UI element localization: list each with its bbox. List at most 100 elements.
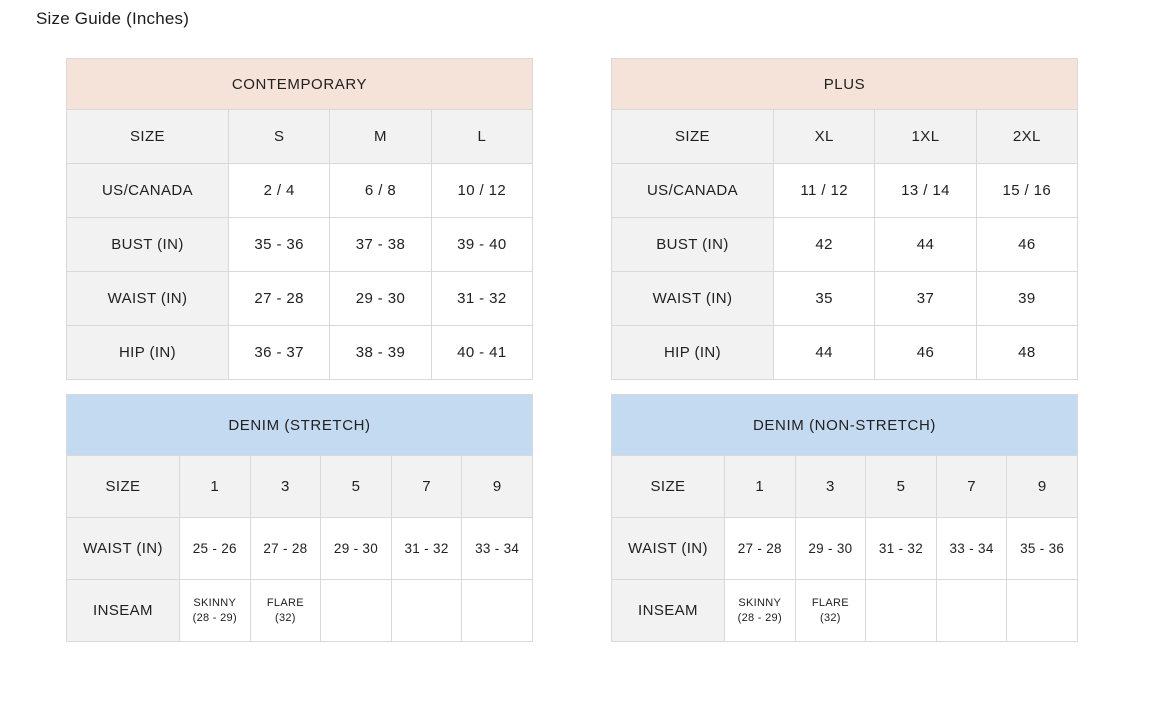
- table-row: HIP (IN) 44 46 48: [611, 325, 1079, 380]
- column-header-row: SIZE XL 1XL 2XL: [611, 109, 1079, 164]
- row-label: BUST (IN): [66, 217, 229, 272]
- size-value: 6 / 8: [329, 163, 432, 218]
- plus-table: PLUS SIZE XL 1XL 2XL US/CANADA 11 / 12 1…: [611, 58, 1079, 380]
- size-value: 44: [874, 217, 977, 272]
- page-title: Size Guide (Inches): [36, 9, 190, 28]
- size-value: 46: [874, 325, 977, 380]
- column-header: 5: [320, 455, 392, 518]
- column-header: 3: [249, 455, 322, 518]
- size-value: 11 / 12: [772, 163, 876, 218]
- table-row: WAIST (IN) 35 37 39: [611, 271, 1079, 326]
- row-label: WAIST (IN): [611, 271, 774, 326]
- size-value: 27 - 28: [249, 517, 322, 580]
- table-title: PLUS: [611, 58, 1078, 110]
- size-value: 13 / 14: [874, 163, 977, 218]
- column-header: SIZE: [611, 455, 725, 518]
- size-value: SKINNY (28 - 29): [724, 579, 796, 642]
- size-value: 27 - 28: [227, 271, 331, 326]
- size-value: 42: [772, 217, 876, 272]
- row-label: US/CANADA: [611, 163, 774, 218]
- row-label: INSEAM: [66, 579, 180, 642]
- column-header: 2XL: [975, 109, 1079, 164]
- size-tables-grid: CONTEMPORARY SIZE S M L US/CANADA 2 / 4 …: [66, 58, 1079, 642]
- size-value: 33 - 34: [461, 517, 533, 580]
- size-value: [390, 579, 463, 642]
- denim-stretch-table: DENIM (STRETCH) SIZE 1 3 5 7 9 WAIST (IN…: [66, 394, 533, 642]
- size-value: 29 - 30: [794, 517, 867, 580]
- column-header: 9: [461, 455, 533, 518]
- table-row: WAIST (IN) 27 - 28 29 - 30 31 - 32 33 - …: [611, 517, 1078, 580]
- table-title-row: DENIM (STRETCH): [66, 394, 533, 456]
- column-header-row: SIZE 1 3 5 7 9: [66, 455, 533, 518]
- size-value: [320, 579, 392, 642]
- size-value: 39 - 40: [430, 217, 534, 272]
- row-label: BUST (IN): [611, 217, 774, 272]
- column-header: S: [227, 109, 331, 164]
- column-header: 1: [179, 455, 251, 518]
- table-row: WAIST (IN) 25 - 26 27 - 28 29 - 30 31 - …: [66, 517, 533, 580]
- denim-nonstretch-table: DENIM (NON-STRETCH) SIZE 1 3 5 7 9 WAIST…: [611, 394, 1078, 642]
- size-value: 31 - 32: [430, 271, 534, 326]
- column-header: 7: [390, 455, 463, 518]
- column-header-row: SIZE S M L: [66, 109, 534, 164]
- size-value: 29 - 30: [329, 271, 432, 326]
- column-header: M: [329, 109, 432, 164]
- size-value: 29 - 30: [320, 517, 392, 580]
- size-value: 44: [772, 325, 876, 380]
- size-value: [461, 579, 533, 642]
- table-row: WAIST (IN) 27 - 28 29 - 30 31 - 32: [66, 271, 534, 326]
- table-row: INSEAM SKINNY (28 - 29) FLARE (32): [66, 579, 533, 642]
- size-value: 46: [975, 217, 1079, 272]
- column-header: L: [430, 109, 534, 164]
- contemporary-table: CONTEMPORARY SIZE S M L US/CANADA 2 / 4 …: [66, 58, 534, 380]
- table-title-row: CONTEMPORARY: [66, 58, 533, 110]
- table-row: HIP (IN) 36 - 37 38 - 39 40 - 41: [66, 325, 534, 380]
- column-header: 7: [935, 455, 1008, 518]
- size-value: 33 - 34: [935, 517, 1008, 580]
- size-value: 48: [975, 325, 1079, 380]
- table-title: CONTEMPORARY: [66, 58, 533, 110]
- size-value: 25 - 26: [179, 517, 251, 580]
- size-value: 39: [975, 271, 1079, 326]
- row-label: HIP (IN): [611, 325, 774, 380]
- column-header-row: SIZE 1 3 5 7 9: [611, 455, 1078, 518]
- column-header: XL: [772, 109, 876, 164]
- size-value: 36 - 37: [227, 325, 331, 380]
- size-value: 31 - 32: [390, 517, 463, 580]
- size-value: 37: [874, 271, 977, 326]
- size-value: [935, 579, 1008, 642]
- column-header: 1XL: [874, 109, 977, 164]
- table-title: DENIM (NON-STRETCH): [611, 394, 1078, 456]
- column-header: SIZE: [66, 455, 180, 518]
- row-label: WAIST (IN): [611, 517, 725, 580]
- table-row: BUST (IN) 35 - 36 37 - 38 39 - 40: [66, 217, 534, 272]
- size-value: 10 / 12: [430, 163, 534, 218]
- size-value: SKINNY (28 - 29): [179, 579, 251, 642]
- size-value: 35: [772, 271, 876, 326]
- row-label: INSEAM: [611, 579, 725, 642]
- row-label: HIP (IN): [66, 325, 229, 380]
- table-row: US/CANADA 11 / 12 13 / 14 15 / 16: [611, 163, 1079, 218]
- column-header: 1: [724, 455, 796, 518]
- table-row: INSEAM SKINNY (28 - 29) FLARE (32): [611, 579, 1078, 642]
- size-value: 37 - 38: [329, 217, 432, 272]
- column-header: SIZE: [611, 109, 774, 164]
- size-value: 15 / 16: [975, 163, 1079, 218]
- size-value: 2 / 4: [227, 163, 331, 218]
- table-row: BUST (IN) 42 44 46: [611, 217, 1079, 272]
- column-header: SIZE: [66, 109, 229, 164]
- size-value: 40 - 41: [430, 325, 534, 380]
- size-value: FLARE (32): [794, 579, 867, 642]
- table-title: DENIM (STRETCH): [66, 394, 533, 456]
- column-header: 5: [865, 455, 937, 518]
- size-value: [1006, 579, 1078, 642]
- size-value: 35 - 36: [227, 217, 331, 272]
- size-value: 35 - 36: [1006, 517, 1078, 580]
- row-label: WAIST (IN): [66, 517, 180, 580]
- row-label: WAIST (IN): [66, 271, 229, 326]
- table-row: US/CANADA 2 / 4 6 / 8 10 / 12: [66, 163, 534, 218]
- size-value: 38 - 39: [329, 325, 432, 380]
- row-label: US/CANADA: [66, 163, 229, 218]
- size-value: FLARE (32): [249, 579, 322, 642]
